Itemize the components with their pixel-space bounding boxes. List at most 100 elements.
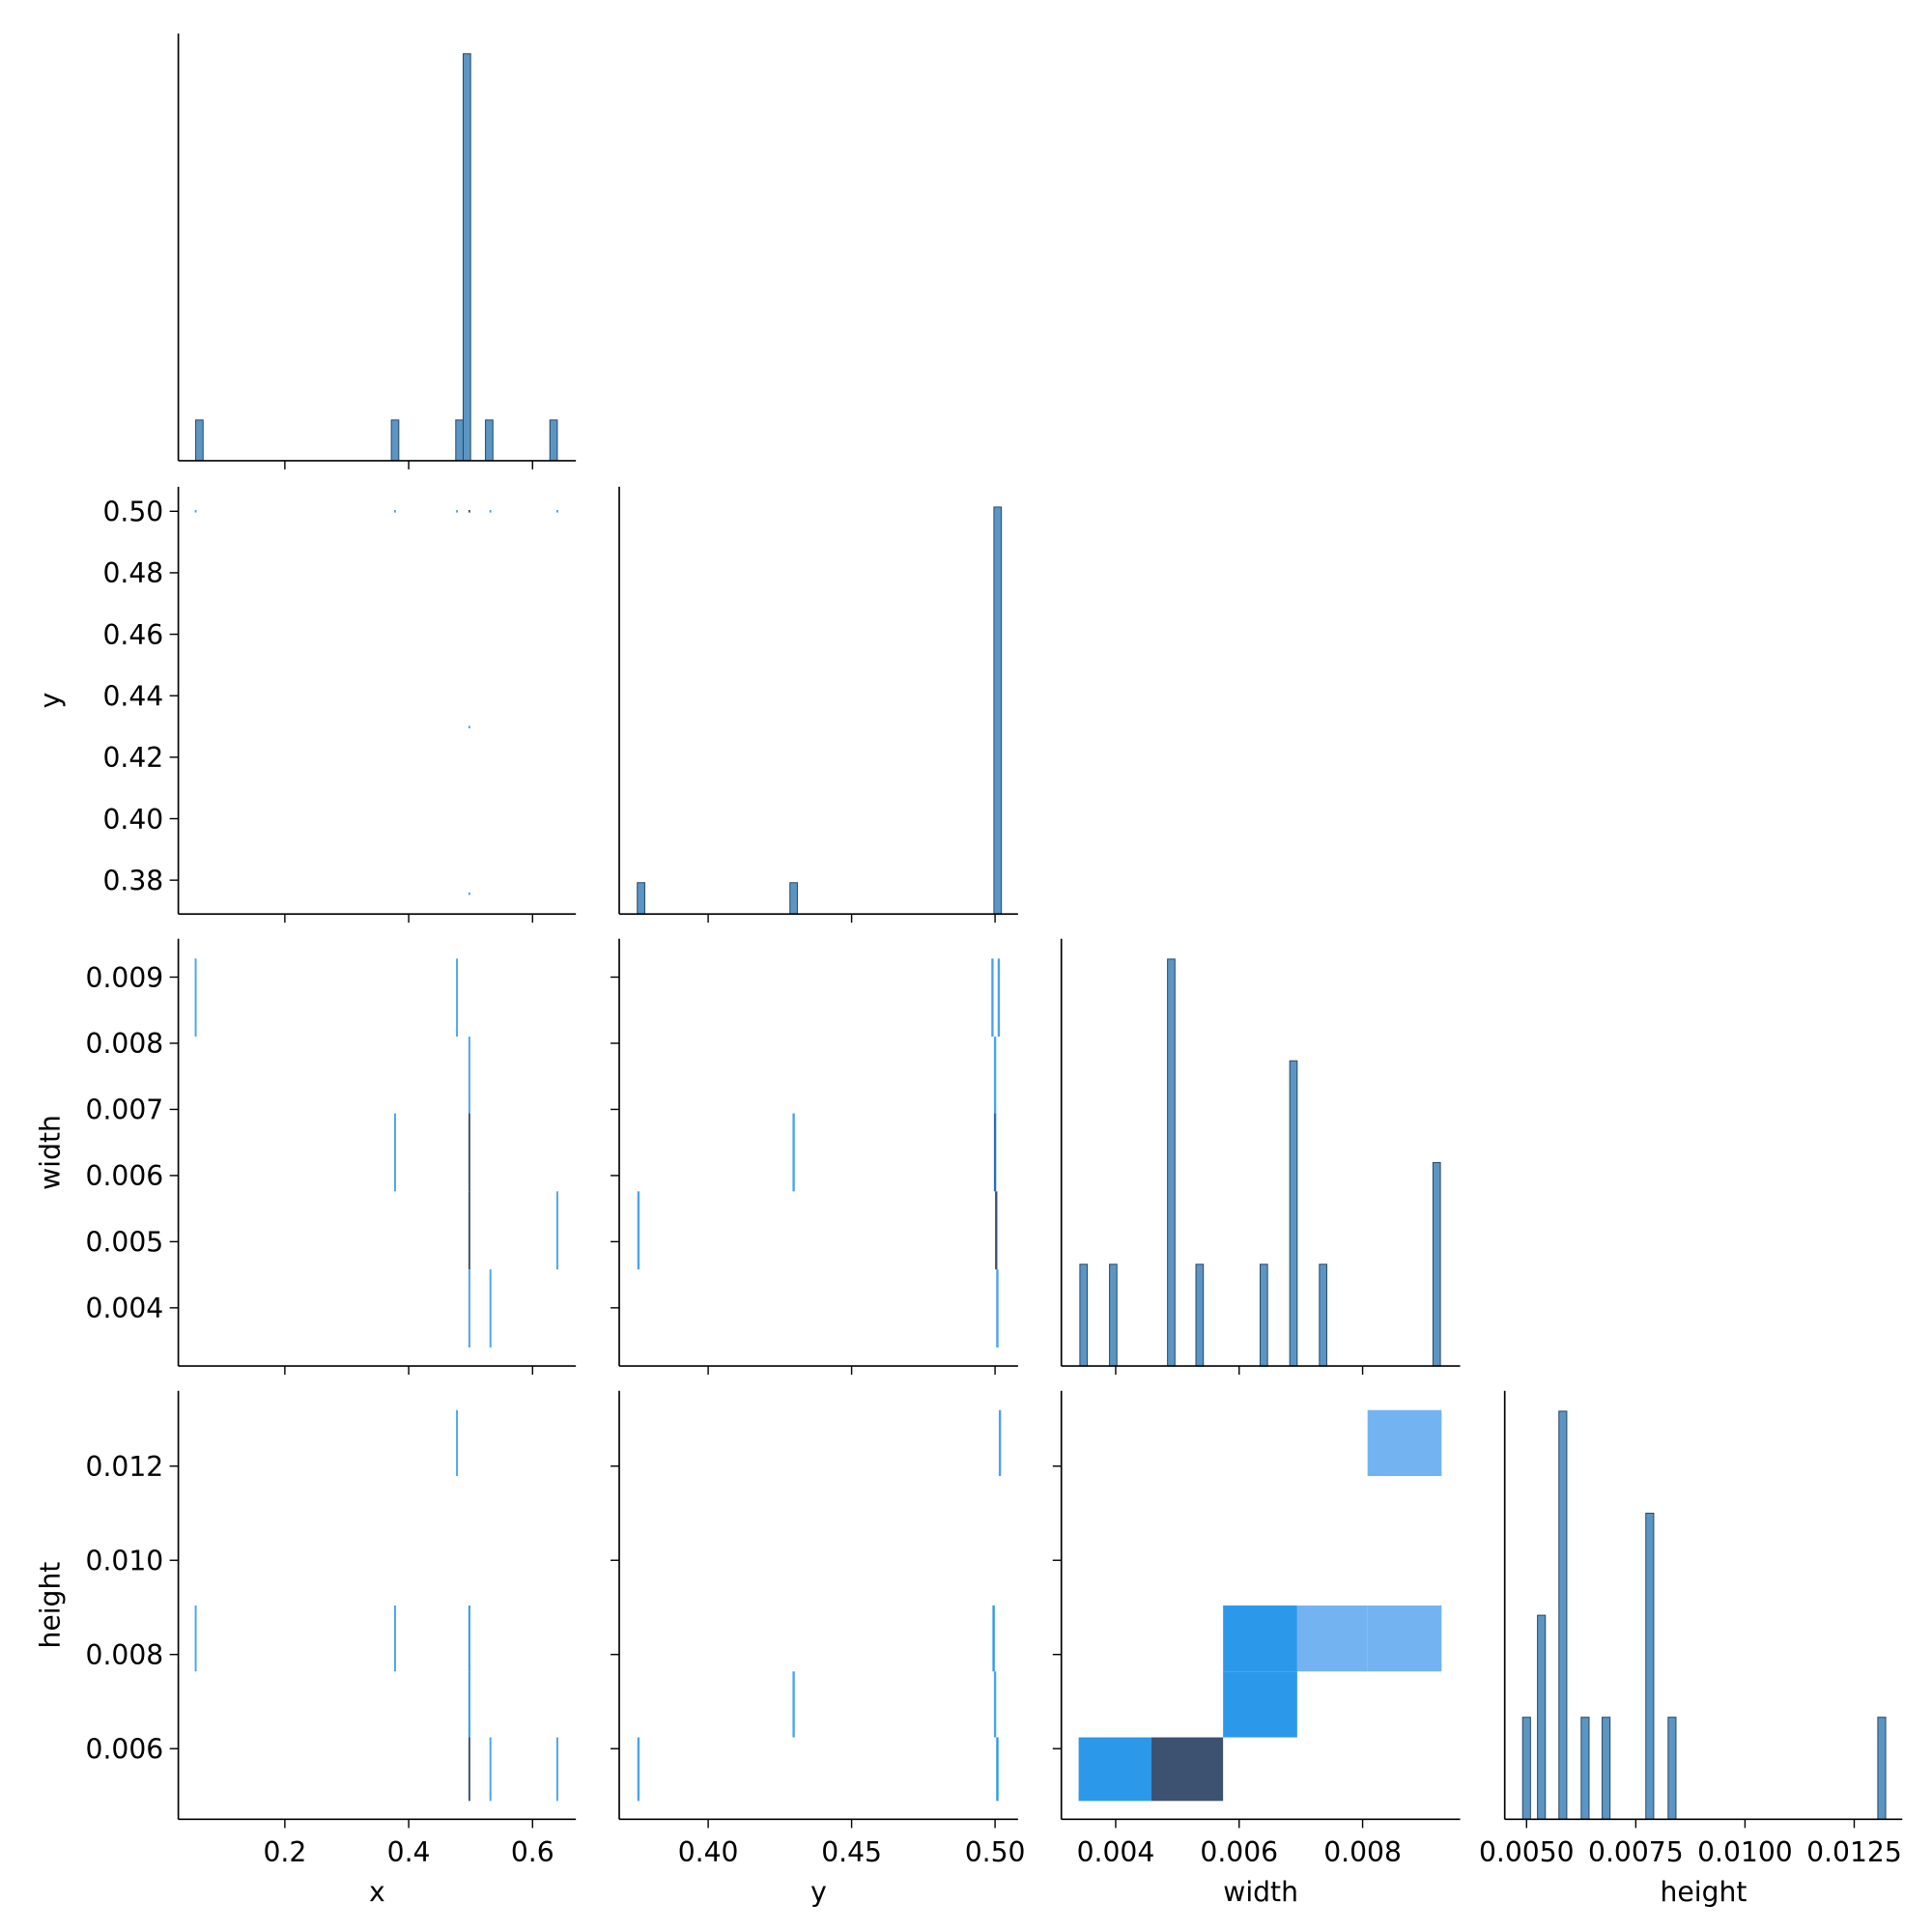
hist2d-cell — [194, 958, 197, 1037]
y-tick-label: 0.44 — [102, 680, 163, 712]
hist2d-cell — [637, 1191, 640, 1270]
y-tick-label: 0.012 — [86, 1451, 164, 1483]
hist2d-cell — [1223, 1671, 1297, 1738]
histogram-bar — [1319, 1264, 1328, 1367]
x-tick-label: 0.006 — [1200, 1836, 1278, 1868]
hist2d-cell — [998, 1409, 1002, 1476]
histogram-bar — [485, 419, 494, 462]
x-tick-label: 0.004 — [1077, 1836, 1155, 1868]
histogram-bar — [1602, 1717, 1611, 1820]
histogram-bar — [993, 506, 1003, 915]
panel: 0.0050 0.0075 0.0100 0.0125 height — [1479, 1390, 1903, 1908]
histogram-bar — [1667, 1717, 1677, 1820]
y-tick-label: 0.007 — [86, 1094, 164, 1126]
x-tick-label: 0.50 — [965, 1836, 1026, 1868]
x-tick-label: 0.6 — [511, 1836, 554, 1868]
hist2d-cell — [468, 1269, 470, 1348]
hist2d-cell — [468, 1113, 470, 1192]
hist2d-cell — [992, 1605, 995, 1672]
x-axis-label: x — [369, 1876, 385, 1908]
hist2d-cell — [468, 1737, 470, 1802]
hist2d-cell — [1151, 1737, 1224, 1802]
hist2d-cell — [792, 1113, 795, 1192]
hist2d-cell — [993, 1113, 997, 1192]
histogram-bar — [455, 419, 465, 462]
hist2d-cell — [637, 1737, 640, 1802]
hist2d-cell — [489, 1737, 492, 1802]
y-tick-label: 0.006 — [86, 1733, 164, 1765]
hist2d-cell — [1367, 1605, 1442, 1672]
x-tick-label: 0.2 — [263, 1836, 306, 1868]
x-axis-label: width — [1223, 1876, 1298, 1908]
hist2d-cell — [489, 510, 492, 513]
hist2d-cell — [194, 1605, 197, 1672]
panel — [618, 486, 1018, 923]
y-axis-label: width — [35, 1115, 67, 1190]
y-tick-label: 0.010 — [86, 1545, 164, 1577]
hist2d-cell — [993, 1671, 997, 1738]
hist2d-cell — [468, 1191, 470, 1270]
histogram-bar — [390, 419, 400, 462]
hist2d-cell — [394, 510, 396, 513]
hist2d-cell — [555, 510, 558, 513]
y-tick-label: 0.48 — [102, 557, 163, 589]
y-tick-label: 0.006 — [86, 1160, 164, 1192]
hist2d-cell — [792, 1671, 795, 1738]
hist2d-cell — [468, 725, 470, 728]
hist2d-cell — [468, 1037, 470, 1114]
y-tick-label: 0.46 — [102, 619, 163, 651]
panel: 0.004 0.006 0.008 width — [1052, 1390, 1461, 1908]
y-tick-label: 0.009 — [86, 962, 164, 994]
histogram-bar — [789, 882, 798, 915]
histogram-bar — [1167, 958, 1176, 1367]
x-tick-label: 0.0100 — [1697, 1836, 1793, 1868]
x-tick-label: 0.0075 — [1588, 1836, 1684, 1868]
y-axis-label: height — [35, 1562, 67, 1649]
hist2d-cell — [993, 1037, 997, 1114]
histogram-bar — [1521, 1717, 1531, 1820]
hist2d-cell — [996, 1269, 999, 1348]
histogram-bar — [1079, 1264, 1089, 1367]
hist2d-cell — [456, 1409, 459, 1476]
y-tick-label: 0.50 — [102, 497, 163, 528]
histogram-bar — [549, 419, 558, 462]
hist2d-cell — [997, 958, 1001, 1037]
histogram-bar — [1259, 1264, 1268, 1367]
x-tick-label: 0.45 — [821, 1836, 882, 1868]
histogram-bar — [1877, 1717, 1887, 1820]
panel: 0.38 0.40 0.42 0.44 0.46 0.48 0.50 y — [35, 486, 577, 923]
hist2d-cell — [996, 1737, 999, 1802]
hist2d-cell — [995, 1191, 998, 1270]
histogram-bar — [1537, 1614, 1547, 1820]
x-tick-label: 0.0050 — [1479, 1836, 1575, 1868]
panel: 0.004 0.005 0.006 0.007 0.008 0.009 width — [35, 938, 577, 1376]
x-tick-label: 0.008 — [1323, 1836, 1402, 1868]
hist2d-cell — [555, 1737, 558, 1802]
hist2d-cell — [394, 1113, 396, 1192]
hist2d-cell — [468, 510, 470, 513]
hist2d-cell — [489, 1269, 492, 1348]
hist2d-cell — [1296, 1605, 1368, 1672]
hist2d-cell — [456, 510, 459, 513]
histogram-bar — [1289, 1060, 1298, 1367]
hist2d-cell — [394, 1605, 396, 1672]
x-tick-label: 0.40 — [678, 1836, 739, 1868]
hist2d-cell — [1223, 1605, 1297, 1672]
y-tick-label: 0.004 — [86, 1293, 164, 1324]
hist2d-cell — [194, 510, 197, 513]
histogram-bar — [462, 53, 471, 462]
x-axis-label: y — [810, 1876, 827, 1908]
panel — [177, 33, 577, 469]
histogram-bar — [1645, 1512, 1655, 1820]
panel: 0.2 0.4 0.6 0.006 0.008 0.010 0.012 x height — [35, 1390, 577, 1908]
y-tick-label: 0.38 — [102, 865, 163, 896]
y-tick-label: 0.008 — [86, 1639, 164, 1671]
x-axis-label: height — [1661, 1876, 1747, 1908]
histogram-bar — [1109, 1264, 1118, 1367]
y-tick-label: 0.42 — [102, 742, 163, 774]
hist2d-cell — [1367, 1409, 1442, 1476]
x-tick-label: 0.4 — [387, 1836, 431, 1868]
histogram-bar — [1195, 1264, 1205, 1367]
